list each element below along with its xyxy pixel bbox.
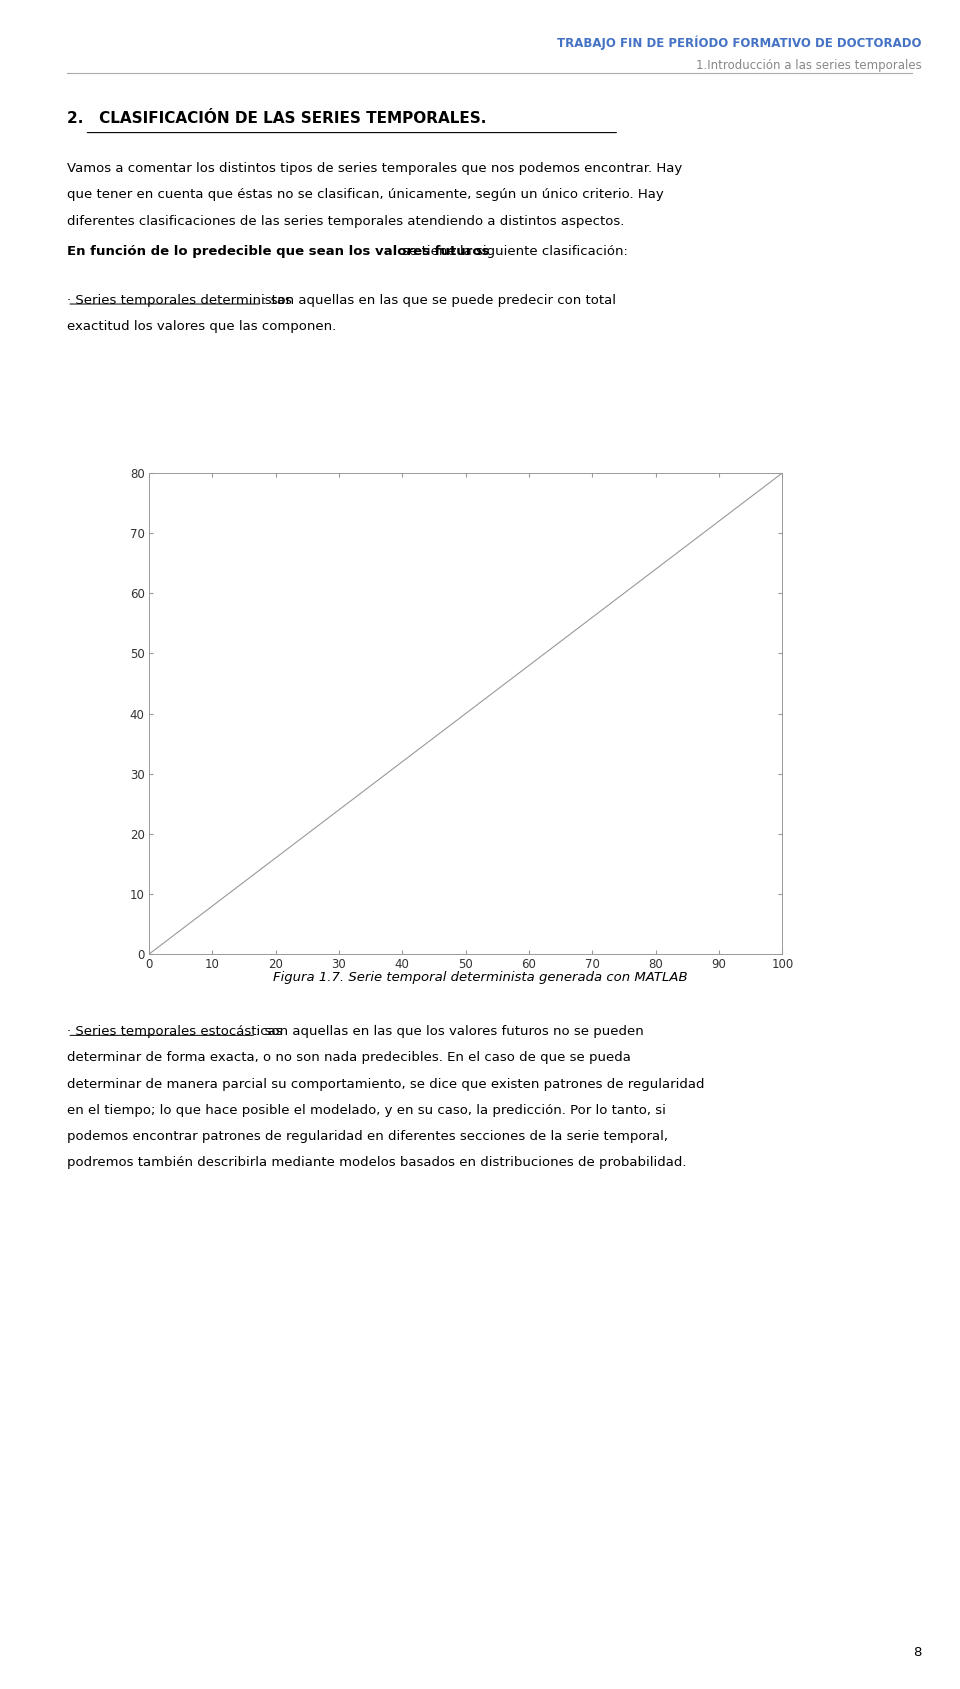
Text: Figura 1.7. Serie temporal determinista generada con MATLAB: Figura 1.7. Serie temporal determinista … [273,971,687,985]
Text: que tener en cuenta que éstas no se clasifican, únicamente, según un único crite: que tener en cuenta que éstas no se clas… [67,189,664,201]
Text: podemos encontrar patrones de regularidad en diferentes secciones de la serie te: podemos encontrar patrones de regularida… [67,1130,668,1143]
Text: 2.   CLASIFICACIÓN DE LAS SERIES TEMPORALES.: 2. CLASIFICACIÓN DE LAS SERIES TEMPORALE… [67,111,487,127]
Text: En función de lo predecible que sean los valores futuros: En función de lo predecible que sean los… [67,245,490,258]
Text: diferentes clasificaciones de las series temporales atendiendo a distintos aspec: diferentes clasificaciones de las series… [67,215,625,228]
Text: : son aquellas en las que se puede predecir con total: : son aquellas en las que se puede prede… [262,294,616,307]
Text: · Series temporales deterministas: · Series temporales deterministas [67,294,292,307]
Text: se tiene la siguiente clasificación:: se tiene la siguiente clasificación: [397,245,628,258]
Text: determinar de manera parcial su comportamiento, se dice que existen patrones de : determinar de manera parcial su comporta… [67,1078,705,1091]
Text: 1.Introducción a las series temporales: 1.Introducción a las series temporales [696,59,922,73]
Text: · Series temporales estocásticas: · Series temporales estocásticas [67,1025,283,1039]
Text: en el tiempo; lo que hace posible el modelado, y en su caso, la predicción. Por : en el tiempo; lo que hace posible el mod… [67,1105,666,1116]
Text: : son aquellas en las que los valores futuros no se pueden: : son aquellas en las que los valores fu… [256,1025,644,1039]
Text: exactitud los valores que las componen.: exactitud los valores que las componen. [67,321,336,333]
Text: TRABAJO FIN DE PERÍODO FORMATIVO DE DOCTORADO: TRABAJO FIN DE PERÍODO FORMATIVO DE DOCT… [557,35,922,51]
Text: 8: 8 [913,1645,922,1659]
Text: Vamos a comentar los distintos tipos de series temporales que nos podemos encont: Vamos a comentar los distintos tipos de … [67,162,683,176]
Text: podremos también describirla mediante modelos basados en distribuciones de proba: podremos también describirla mediante mo… [67,1155,686,1169]
Text: determinar de forma exacta, o no son nada predecibles. En el caso de que se pued: determinar de forma exacta, o no son nad… [67,1051,631,1064]
